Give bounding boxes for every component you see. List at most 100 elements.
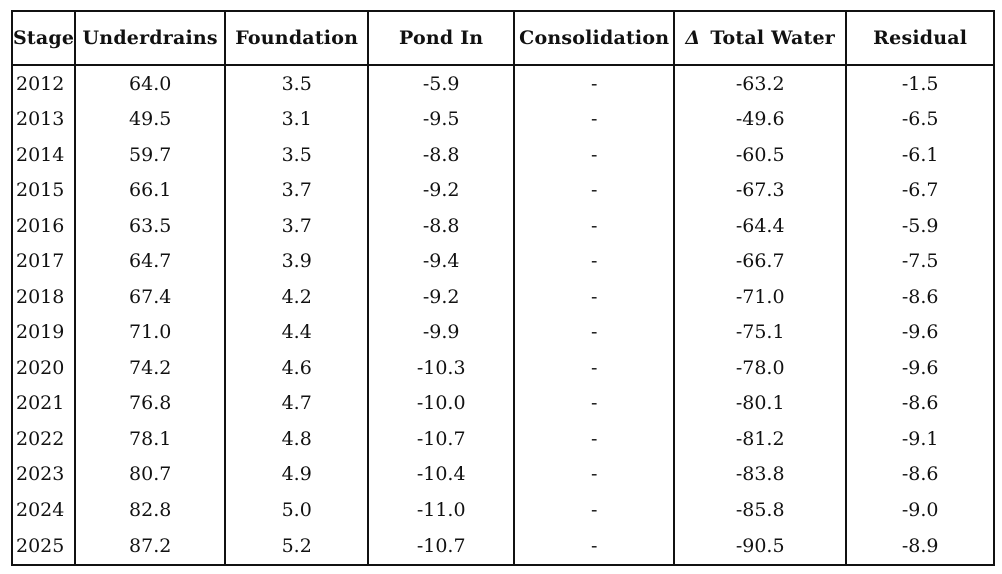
table-row: 2024 82.8 5.0 -11.0- -85.8 -9.0 bbox=[12, 492, 995, 528]
cell-underdrains: 59.7 bbox=[74, 137, 226, 173]
cell-pond-in: -10.4 bbox=[367, 456, 515, 492]
cell-residual: -7.5 bbox=[845, 243, 995, 279]
cell-residual: -9.6 bbox=[845, 350, 995, 386]
table-row: 2012 64.0 3.5 -5.9- -63.2 -1.5 bbox=[12, 65, 995, 102]
cell-residual: -1.5 bbox=[845, 65, 995, 102]
table-row: 2020 74.2 4.6 -10.3- -78.0 -9.6 bbox=[12, 350, 995, 386]
cell-consolidation: - bbox=[513, 385, 675, 421]
cell-foundation: 3.7 bbox=[224, 172, 369, 208]
cell-consolidation: - bbox=[513, 243, 675, 279]
cell-underdrains: 80.7 bbox=[74, 456, 226, 492]
cell-pond-in: -10.7 bbox=[367, 527, 515, 565]
cell-pond-in: -9.4 bbox=[367, 243, 515, 279]
cell-stage: 2016 bbox=[16, 214, 65, 237]
cell-pond-in: -10.0 bbox=[367, 385, 515, 421]
header-row: Stage Underdrains Foundation Pond In Con… bbox=[12, 11, 995, 66]
cell-pond-in: -9.9 bbox=[367, 314, 515, 350]
cell-foundation: 4.4 bbox=[224, 314, 369, 350]
cell-consolidation: - bbox=[513, 314, 675, 350]
cell-consolidation: - bbox=[513, 208, 675, 244]
header-foundation: Foundation bbox=[224, 11, 369, 66]
cell-pond-in: -8.8 bbox=[367, 137, 515, 173]
table-row: 2019 71.0 4.4 -9.9- -75.1 -9.6 bbox=[12, 314, 995, 350]
cell-underdrains: 82.8 bbox=[74, 492, 226, 528]
cell-residual: -9.6 bbox=[845, 314, 995, 350]
cell-total-water: -64.4 bbox=[673, 208, 847, 244]
cell-residual: -8.9 bbox=[845, 527, 995, 565]
header-underdrains: Underdrains bbox=[74, 11, 226, 66]
cell-foundation: 3.7 bbox=[224, 208, 369, 244]
cell-residual: -8.6 bbox=[845, 456, 995, 492]
cell-pond-in: -9.2 bbox=[367, 172, 515, 208]
cell-total-water: -81.2 bbox=[673, 421, 847, 457]
cell-foundation: 4.8 bbox=[224, 421, 369, 457]
cell-stage: 2021 bbox=[16, 392, 65, 415]
cell-total-water: -90.5 bbox=[673, 527, 847, 565]
cell-stage: 2022 bbox=[16, 427, 65, 450]
water-balance-table-container: Stage Underdrains Foundation Pond In Con… bbox=[11, 10, 996, 566]
cell-stage: 2023 bbox=[16, 463, 65, 486]
cell-total-water: -71.0 bbox=[673, 279, 847, 315]
table-row: 2014 59.7 3.5 -8.8- -60.5 -6.1 bbox=[12, 137, 995, 173]
cell-underdrains: 66.1 bbox=[74, 172, 226, 208]
cell-residual: -9.0 bbox=[845, 492, 995, 528]
cell-underdrains: 63.5 bbox=[74, 208, 226, 244]
cell-consolidation: - bbox=[513, 456, 675, 492]
cell-foundation: 4.2 bbox=[224, 279, 369, 315]
table-row: 2022 78.1 4.8 -10.7- -81.2 -9.1 bbox=[12, 421, 995, 457]
cell-residual: -5.9 bbox=[845, 208, 995, 244]
cell-stage: 2019 bbox=[16, 321, 65, 344]
cell-consolidation: - bbox=[513, 421, 675, 457]
cell-stage: 2014 bbox=[16, 143, 65, 166]
table-row: 2021 76.8 4.7 -10.0- -80.1 -8.6 bbox=[12, 385, 995, 421]
cell-stage: 2012 bbox=[16, 72, 65, 95]
cell-foundation: 5.2 bbox=[224, 527, 369, 565]
cell-foundation: 3.9 bbox=[224, 243, 369, 279]
cell-consolidation: - bbox=[513, 172, 675, 208]
cell-stage: 2013 bbox=[16, 108, 65, 131]
cell-total-water: -83.8 bbox=[673, 456, 847, 492]
cell-total-water: -75.1 bbox=[673, 314, 847, 350]
cell-total-water: -85.8 bbox=[673, 492, 847, 528]
cell-total-water: -63.2 bbox=[673, 65, 847, 102]
cell-pond-in: -5.9 bbox=[367, 65, 515, 102]
cell-total-water: -78.0 bbox=[673, 350, 847, 386]
cell-consolidation: - bbox=[513, 527, 675, 565]
cell-stage: 2020 bbox=[16, 356, 65, 379]
cell-stage: 2017 bbox=[16, 250, 65, 273]
cell-pond-in: -10.7 bbox=[367, 421, 515, 457]
cell-underdrains: 71.0 bbox=[74, 314, 226, 350]
water-balance-table: Stage Underdrains Foundation Pond In Con… bbox=[11, 10, 996, 566]
cell-residual: -9.1 bbox=[845, 421, 995, 457]
cell-foundation: 4.6 bbox=[224, 350, 369, 386]
delta-symbol: Δ bbox=[685, 27, 701, 49]
cell-foundation: 4.7 bbox=[224, 385, 369, 421]
cell-consolidation: - bbox=[513, 65, 675, 102]
cell-consolidation: - bbox=[513, 279, 675, 315]
cell-stage: 2015 bbox=[16, 179, 65, 202]
header-total-water: Δ Total Water bbox=[673, 11, 847, 66]
table-row: 2017 64.7 3.9 -9.4- -66.7 -7.5 bbox=[12, 243, 995, 279]
cell-foundation: 3.5 bbox=[224, 65, 369, 102]
table-row: 2023 80.7 4.9 -10.4- -83.8 -8.6 bbox=[12, 456, 995, 492]
cell-foundation: 3.5 bbox=[224, 137, 369, 173]
cell-consolidation: - bbox=[513, 101, 675, 137]
cell-underdrains: 74.2 bbox=[74, 350, 226, 386]
header-total-water-label: Total Water bbox=[710, 27, 835, 49]
cell-total-water: -67.3 bbox=[673, 172, 847, 208]
cell-total-water: -60.5 bbox=[673, 137, 847, 173]
cell-pond-in: -10.3 bbox=[367, 350, 515, 386]
header-residual: Residual bbox=[845, 11, 995, 66]
cell-stage: 2024 bbox=[16, 498, 65, 521]
table-row: 2013 49.5 3.1 -9.5- -49.6 -6.5 bbox=[12, 101, 995, 137]
cell-underdrains: 78.1 bbox=[74, 421, 226, 457]
header-stage: Stage bbox=[12, 11, 76, 66]
cell-stage: 2025 bbox=[16, 534, 65, 557]
cell-underdrains: 64.0 bbox=[74, 65, 226, 102]
cell-total-water: -80.1 bbox=[673, 385, 847, 421]
header-pond-in: Pond In bbox=[367, 11, 515, 66]
cell-total-water: -49.6 bbox=[673, 101, 847, 137]
cell-residual: -8.6 bbox=[845, 385, 995, 421]
cell-stage: 2018 bbox=[16, 285, 65, 308]
cell-consolidation: - bbox=[513, 350, 675, 386]
